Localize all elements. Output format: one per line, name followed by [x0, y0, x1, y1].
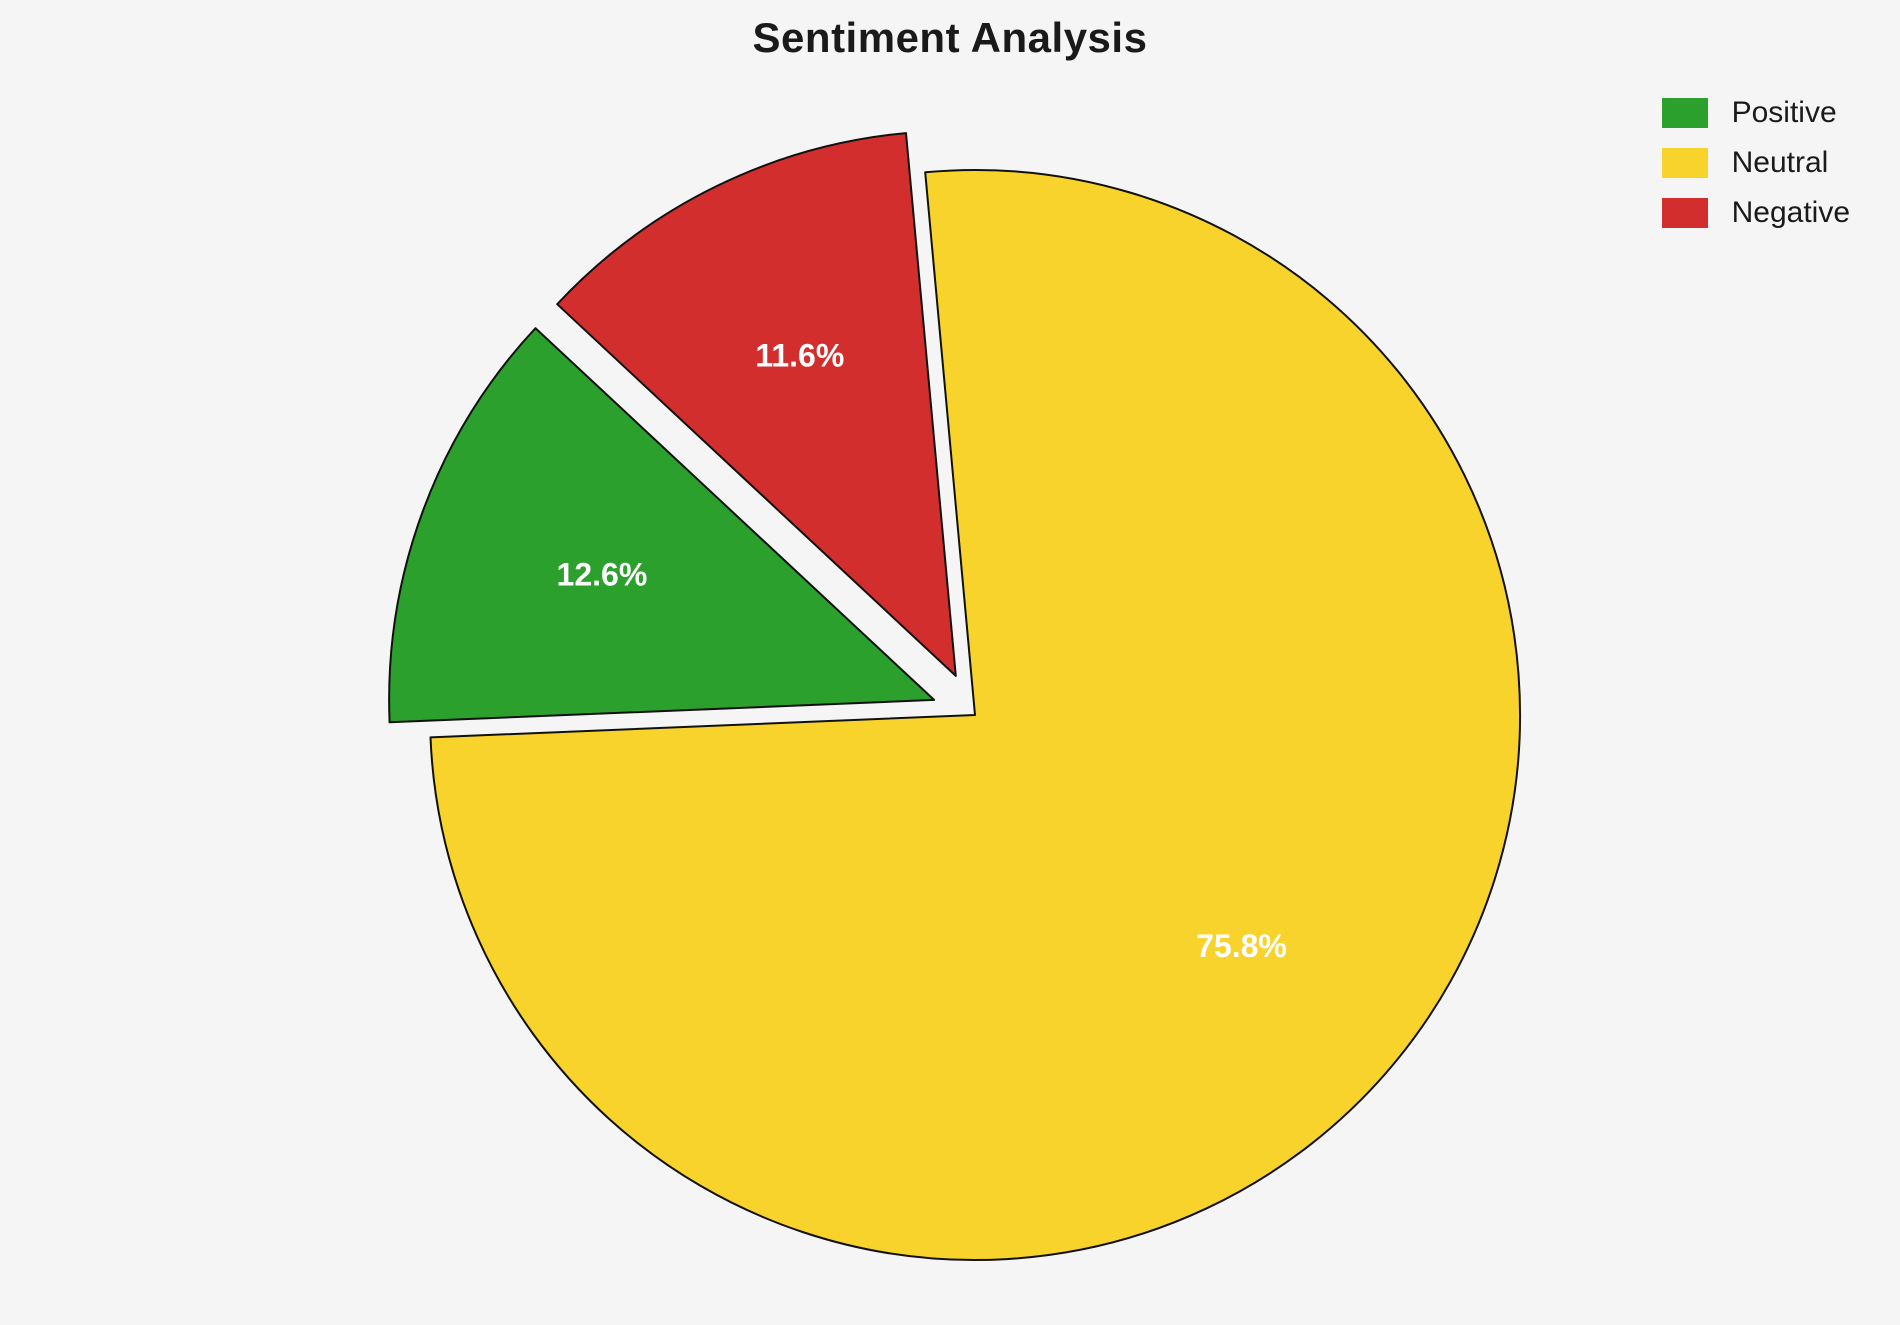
pie-slice-neutral	[429, 169, 1522, 1262]
legend-item-positive: Positive	[1661, 96, 1850, 130]
chart-title: Sentiment Analysis	[752, 14, 1148, 61]
legend: Positive Neutral Negative	[1661, 96, 1850, 230]
legend-swatch-negative	[1661, 198, 1708, 228]
legend-item-negative: Negative	[1661, 196, 1850, 230]
legend-label-negative: Negative	[1731, 196, 1850, 229]
legend-label-positive: Positive	[1731, 96, 1837, 129]
pie-value-label-positive: 12.6%	[557, 556, 648, 592]
pie-slice-negative	[556, 132, 957, 677]
pie-value-label-neutral: 75.8%	[1196, 928, 1287, 964]
pie-slice-positive	[388, 327, 936, 724]
legend-label-neutral: Neutral	[1731, 146, 1829, 179]
legend-swatch-positive	[1661, 98, 1708, 128]
legend-swatch-neutral	[1661, 148, 1708, 178]
legend-item-neutral: Neutral	[1661, 146, 1850, 180]
pie-value-label-negative: 11.6%	[755, 337, 844, 373]
